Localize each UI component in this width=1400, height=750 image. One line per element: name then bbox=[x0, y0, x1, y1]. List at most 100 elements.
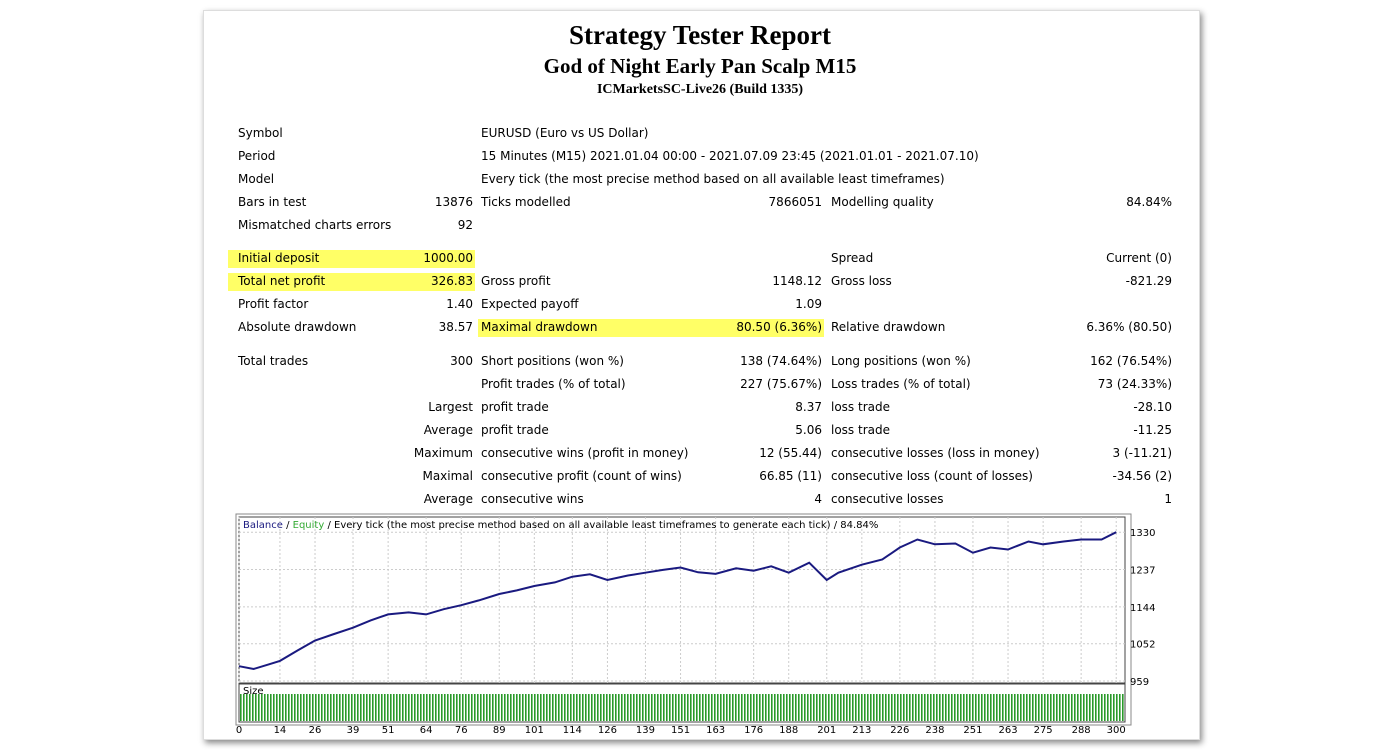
x-tick-label: 288 bbox=[1072, 725, 1091, 736]
table-cell: 300 bbox=[450, 354, 473, 368]
table-cell: 92 bbox=[457, 218, 473, 232]
table-cell: Maximum bbox=[413, 446, 473, 460]
table-cell: 80.50 (6.36%) bbox=[736, 320, 822, 334]
table-cell: Maximal bbox=[422, 469, 473, 483]
table-cell: -28.10 bbox=[1133, 400, 1172, 414]
highlight bbox=[228, 273, 475, 291]
table-cell: Average bbox=[423, 423, 473, 437]
table-cell: Loss trades (% of total) bbox=[831, 377, 971, 391]
x-tick-label: 26 bbox=[309, 725, 322, 736]
legend-entry: Equity bbox=[293, 520, 325, 531]
quality: 84.84% bbox=[840, 520, 878, 531]
x-tick-label: 101 bbox=[525, 725, 544, 736]
x-tick-label: 114 bbox=[563, 725, 582, 736]
table-cell: Average bbox=[423, 492, 473, 506]
table-cell: Short positions (won %) bbox=[481, 354, 624, 368]
table-cell: Every tick (the most precise method base… bbox=[481, 172, 945, 186]
table-cell: profit trade bbox=[481, 423, 549, 437]
table-cell: EURUSD (Euro vs US Dollar) bbox=[481, 126, 649, 140]
size-bars bbox=[240, 694, 1124, 721]
table-cell: 1148.12 bbox=[772, 274, 822, 288]
table-cell: Spread bbox=[831, 251, 874, 265]
table-cell: consecutive wins (profit in money) bbox=[481, 446, 689, 460]
table-cell: Profit factor bbox=[238, 297, 309, 311]
table-cell: 66.85 (11) bbox=[759, 469, 822, 483]
x-tick-label: 275 bbox=[1034, 725, 1053, 736]
plot-area bbox=[238, 516, 1126, 684]
x-tick-label: 251 bbox=[963, 725, 982, 736]
table-cell: consecutive profit (count of wins) bbox=[481, 469, 682, 483]
x-tick-label: 76 bbox=[455, 725, 468, 736]
table-cell: loss trade bbox=[831, 400, 890, 414]
table-cell: consecutive losses bbox=[831, 492, 944, 506]
separator: / bbox=[327, 520, 331, 531]
table-cell: Profit trades (% of total) bbox=[481, 377, 626, 391]
table-cell: -11.25 bbox=[1133, 423, 1172, 437]
table-cell: Mismatched charts errors bbox=[238, 218, 392, 232]
highlight bbox=[478, 319, 824, 337]
table-cell: -821.29 bbox=[1125, 274, 1172, 288]
table-cell: 1000.00 bbox=[423, 251, 473, 265]
x-tick-label: 226 bbox=[890, 725, 909, 736]
table-cell: Absolute drawdown bbox=[238, 320, 357, 334]
y-tick-label: 1052 bbox=[1130, 640, 1155, 651]
table-cell: 1.09 bbox=[795, 297, 822, 311]
table-cell: 7866051 bbox=[768, 195, 822, 209]
table-cell: Total net profit bbox=[238, 274, 326, 288]
x-tick-label: 39 bbox=[347, 725, 360, 736]
table-cell: 73 (24.33%) bbox=[1097, 377, 1172, 391]
table-cell: Gross loss bbox=[831, 274, 892, 288]
table-cell: 4 bbox=[814, 492, 822, 506]
table-cell: consecutive loss (count of losses) bbox=[831, 469, 1033, 483]
table-cell: 326.83 bbox=[431, 274, 473, 288]
server: ICMarketsSC-Live26 (Build 1335) bbox=[596, 82, 804, 97]
table-cell: Period bbox=[238, 149, 276, 163]
x-tick-label: 201 bbox=[817, 725, 836, 736]
x-tick-label: 213 bbox=[852, 725, 871, 736]
highlight bbox=[228, 250, 475, 268]
table-cell: Model bbox=[238, 172, 275, 186]
table-cell: 6.36% (80.50) bbox=[1086, 320, 1172, 334]
table-cell: Expected payoff bbox=[481, 297, 579, 311]
x-tick-label: 238 bbox=[925, 725, 944, 736]
table-cell: 1 bbox=[1164, 492, 1172, 506]
table-cell: consecutive losses (loss in money) bbox=[831, 446, 1040, 460]
separator: / bbox=[834, 520, 838, 531]
y-tick-label: 1144 bbox=[1130, 603, 1155, 614]
table-cell: loss trade bbox=[831, 423, 890, 437]
x-tick-label: 163 bbox=[706, 725, 725, 736]
balance-line bbox=[238, 531, 1117, 671]
table-cell: profit trade bbox=[481, 400, 549, 414]
table-cell: 3 (-11.21) bbox=[1112, 446, 1173, 460]
x-tick-label: 176 bbox=[744, 725, 763, 736]
y-tick-label: 1237 bbox=[1130, 566, 1155, 577]
table-cell: 38.57 bbox=[438, 320, 473, 334]
caption: Every tick (the most precise method base… bbox=[334, 520, 831, 531]
table-cell: 138 (74.64%) bbox=[740, 354, 822, 368]
x-tick-label: 89 bbox=[493, 725, 506, 736]
size-label: Size bbox=[243, 686, 264, 697]
y-tick-label: 1330 bbox=[1130, 528, 1155, 539]
table-cell: 84.84% bbox=[1126, 195, 1172, 209]
separator: / bbox=[286, 520, 290, 531]
x-tick-label: 151 bbox=[671, 725, 690, 736]
table-cell: consecutive wins bbox=[481, 492, 584, 506]
table-cell: 15 Minutes (M15) 2021.01.04 00:00 - 2021… bbox=[481, 149, 979, 163]
subtitle: God of Night Early Pan Scalp M15 bbox=[543, 54, 857, 78]
x-tick-label: 188 bbox=[779, 725, 798, 736]
legend-entry: Balance bbox=[243, 520, 283, 531]
table-cell: 162 (76.54%) bbox=[1090, 354, 1172, 368]
table-cell: 227 (75.67%) bbox=[740, 377, 822, 391]
table-cell: 5.06 bbox=[795, 423, 822, 437]
x-tick-label: 0 bbox=[236, 725, 242, 736]
table-cell: Bars in test bbox=[238, 195, 307, 209]
table-cell: Initial deposit bbox=[238, 251, 320, 265]
table-cell: Modelling quality bbox=[831, 195, 934, 209]
table-cell: Total trades bbox=[238, 354, 309, 368]
x-tick-label: 300 bbox=[1107, 725, 1126, 736]
legend: Balance / Equity / Every tick (the most … bbox=[243, 520, 878, 531]
table-cell: Current (0) bbox=[1106, 251, 1172, 265]
table-cell: Gross profit bbox=[481, 274, 551, 288]
